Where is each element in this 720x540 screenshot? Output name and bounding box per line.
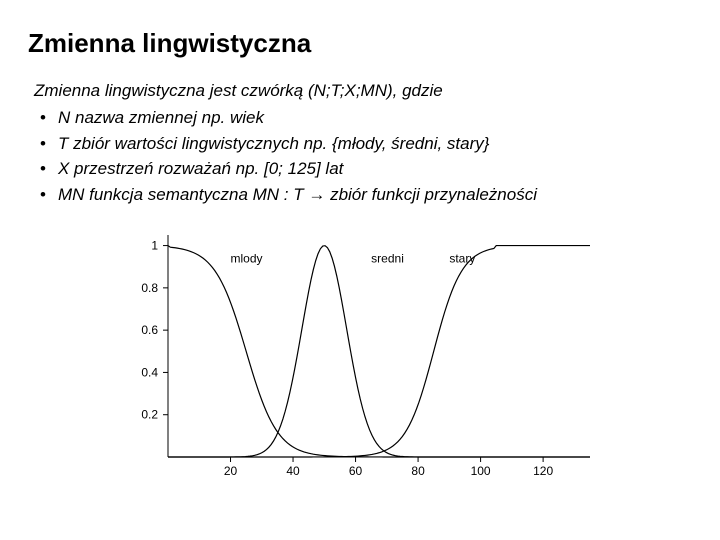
svg-text:0.4: 0.4 bbox=[141, 365, 158, 379]
svg-text:mlody: mlody bbox=[231, 251, 263, 265]
svg-text:0.2: 0.2 bbox=[141, 408, 158, 422]
list-item: MN funkcja semantyczna MN : T → zbiór fu… bbox=[58, 182, 692, 208]
definition-prefix: Zmienna lingwistyczna jest czwórką bbox=[34, 81, 308, 100]
svg-text:100: 100 bbox=[471, 464, 491, 478]
svg-text:120: 120 bbox=[533, 464, 553, 478]
svg-text:1: 1 bbox=[151, 239, 158, 253]
svg-text:60: 60 bbox=[349, 464, 363, 478]
definition-suffix: , gdzie bbox=[393, 81, 443, 100]
membership-chart: 20 40 60 80 100 120 0.2 0.4 0.6 0.8 1 mlody sredni st… bbox=[120, 225, 600, 485]
list-item: X przestrzeń rozważań np. [0; 125] lat bbox=[58, 156, 692, 182]
list-item: N nazwa zmiennej np. wiek bbox=[58, 105, 692, 131]
svg-text:0.8: 0.8 bbox=[141, 281, 158, 295]
definition-tuple: (N;T;X;MN) bbox=[308, 81, 393, 100]
svg-text:0.6: 0.6 bbox=[141, 323, 158, 337]
list-item: T zbiór wartości lingwistycznych np. {mł… bbox=[58, 131, 692, 157]
svg-text:20: 20 bbox=[224, 464, 238, 478]
svg-text:80: 80 bbox=[411, 464, 425, 478]
chart-svg: 20 40 60 80 100 120 0.2 0.4 0.6 0.8 1 mlody sredni st… bbox=[120, 225, 600, 485]
svg-text:sredni: sredni bbox=[371, 251, 404, 265]
page-title: Zmienna lingwistyczna bbox=[28, 28, 692, 59]
svg-text:stary: stary bbox=[449, 251, 475, 265]
definition-line: Zmienna lingwistyczna jest czwórką (N;T;… bbox=[34, 81, 692, 101]
bullet-list: N nazwa zmiennej np. wiek T zbiór wartoś… bbox=[34, 105, 692, 207]
svg-text:40: 40 bbox=[286, 464, 300, 478]
